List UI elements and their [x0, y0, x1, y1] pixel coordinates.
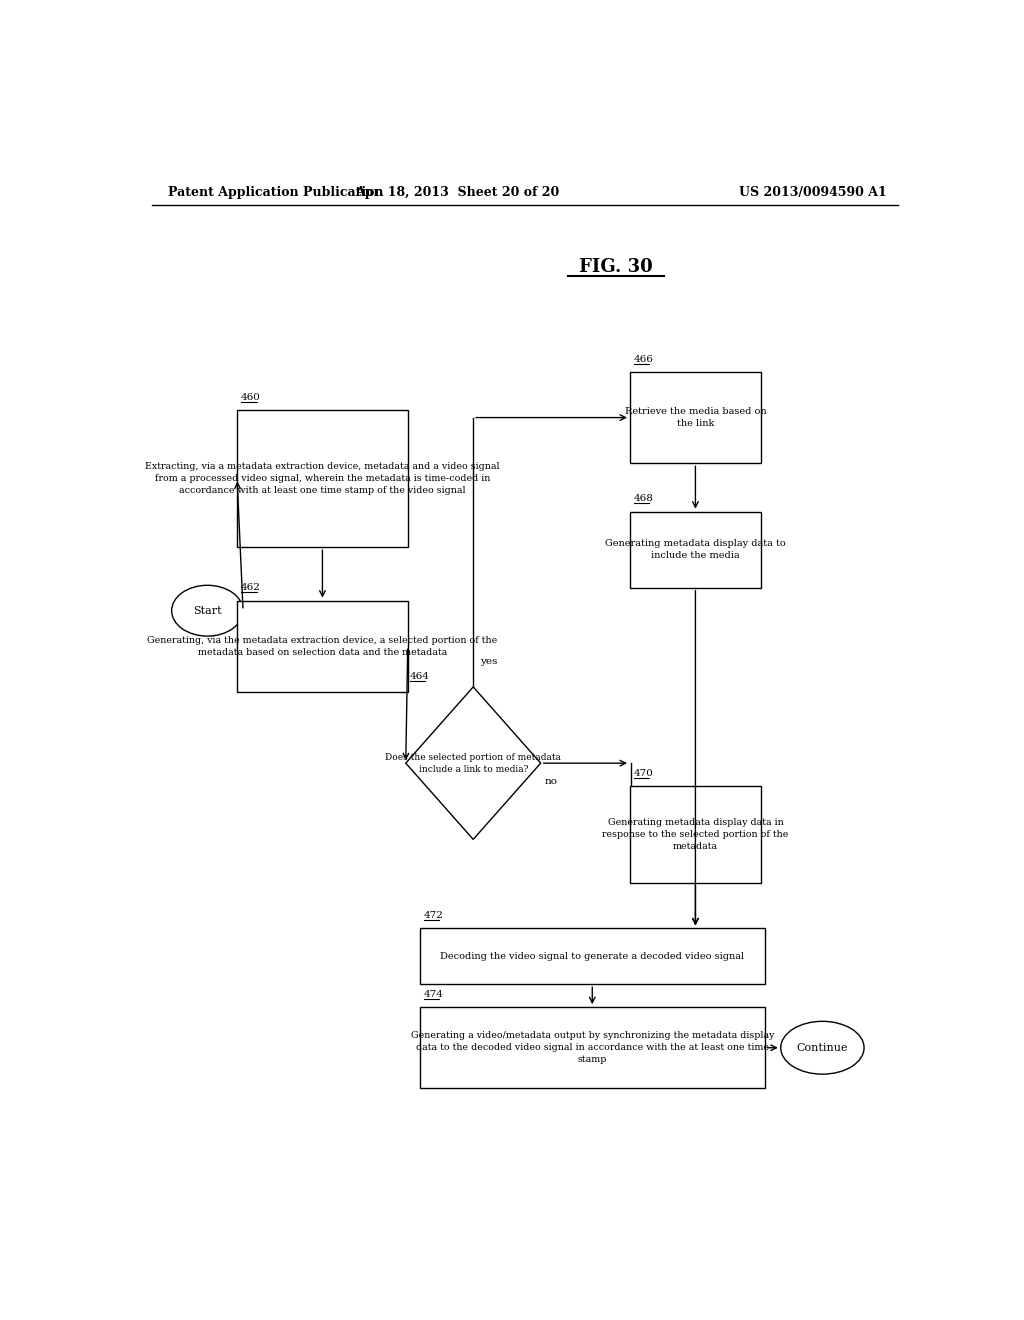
Text: 466: 466 [634, 355, 653, 364]
Text: Does the selected portion of metadata
include a link to media?: Does the selected portion of metadata in… [385, 752, 561, 774]
Text: Generating, via the metadata extraction device, a selected portion of the
metada: Generating, via the metadata extraction … [147, 636, 498, 656]
FancyBboxPatch shape [630, 785, 761, 883]
Text: 472: 472 [424, 911, 443, 920]
FancyBboxPatch shape [238, 601, 408, 692]
FancyBboxPatch shape [630, 512, 761, 587]
Text: 460: 460 [241, 393, 261, 401]
Text: Continue: Continue [797, 1043, 848, 1053]
Text: FIG. 30: FIG. 30 [580, 259, 653, 276]
Text: 462: 462 [241, 583, 261, 593]
Text: Generating metadata display data in
response to the selected portion of the
meta: Generating metadata display data in resp… [602, 818, 788, 850]
FancyBboxPatch shape [420, 1007, 765, 1089]
Ellipse shape [780, 1022, 864, 1074]
Text: US 2013/0094590 A1: US 2013/0094590 A1 [739, 186, 887, 199]
Text: 468: 468 [634, 495, 653, 503]
Text: Start: Start [194, 606, 221, 615]
Ellipse shape [172, 585, 243, 636]
Text: Apr. 18, 2013  Sheet 20 of 20: Apr. 18, 2013 Sheet 20 of 20 [355, 186, 559, 199]
Text: Patent Application Publication: Patent Application Publication [168, 186, 383, 199]
Text: 464: 464 [410, 672, 430, 681]
Text: Generating metadata display data to
include the media: Generating metadata display data to incl… [605, 540, 785, 560]
Text: yes: yes [479, 657, 497, 667]
Text: Generating a video/metadata output by synchronizing the metadata display
data to: Generating a video/metadata output by sy… [411, 1031, 774, 1064]
Text: Retrieve the media based on
the link: Retrieve the media based on the link [625, 407, 766, 428]
Text: Extracting, via a metadata extraction device, metadata and a video signal
from a: Extracting, via a metadata extraction de… [145, 462, 500, 495]
Text: Decoding the video signal to generate a decoded video signal: Decoding the video signal to generate a … [440, 952, 744, 961]
FancyBboxPatch shape [630, 372, 761, 463]
Polygon shape [406, 686, 541, 840]
Text: 470: 470 [634, 768, 653, 777]
Text: 474: 474 [424, 990, 443, 999]
Text: no: no [545, 777, 558, 785]
FancyBboxPatch shape [420, 928, 765, 985]
FancyBboxPatch shape [238, 411, 408, 548]
